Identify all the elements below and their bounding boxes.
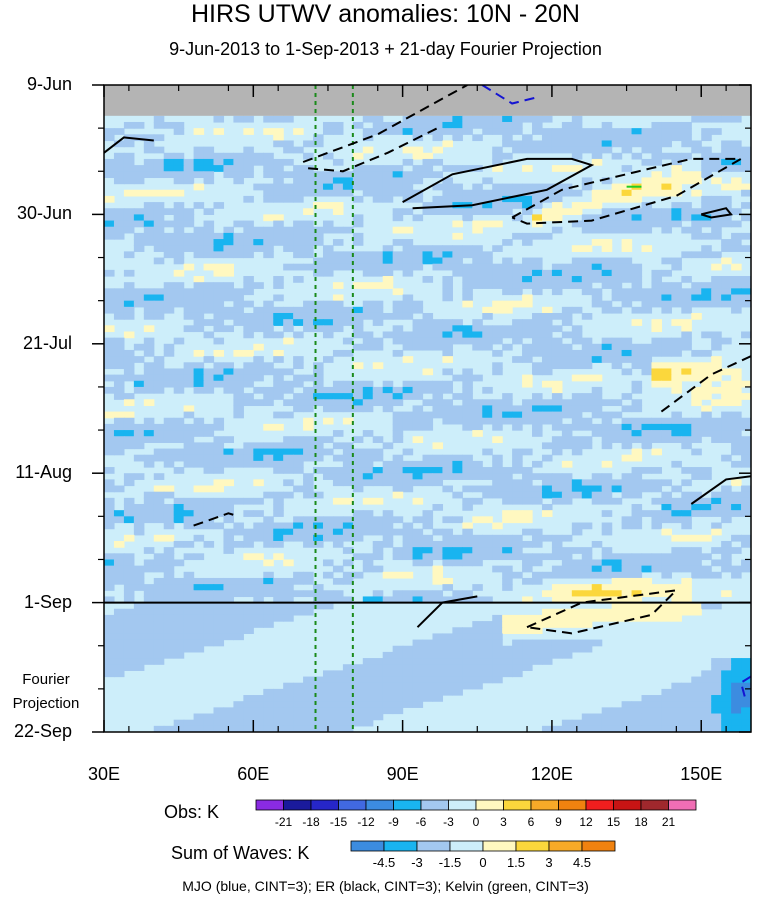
contour-er-positive <box>700 207 733 219</box>
obs-legend-swatch <box>420 799 449 811</box>
obs-legend-tick-label: -18 <box>302 815 320 829</box>
obs-legend-swatch <box>338 799 367 811</box>
waves-legend-tick-label: 3 <box>545 855 552 870</box>
obs-legend-swatch <box>613 799 642 811</box>
obs-legend-tick-label: 3 <box>500 815 507 829</box>
waves-legend-tick-label: 0 <box>479 855 486 870</box>
obs-legend-tick-label: 18 <box>634 815 648 829</box>
x-tick-label: 30E <box>87 764 121 784</box>
contour-er-negative <box>308 127 438 173</box>
fourier-projection-label: Fourier Projection <box>12 671 80 712</box>
obs-legend-tick-label: 6 <box>528 815 535 829</box>
waves-legend-swatch <box>416 840 451 852</box>
waves-legend-swatch <box>482 840 517 852</box>
waves-legend-swatch <box>581 840 616 852</box>
obs-legend-swatch <box>393 799 422 811</box>
contour-er-negative <box>302 85 468 163</box>
obs-legend-swatch <box>585 799 614 811</box>
axes: -21 -18 -15 -12 -9 -6 -3 0 3 6 9 12 15 18 21 -4.5 -3 -1.5… <box>92 84 752 870</box>
contour-er-positive <box>402 157 595 210</box>
obs-legend-tick-label: -9 <box>388 815 399 829</box>
obs-legend-swatch <box>475 799 504 811</box>
obs-legend-swatch <box>448 799 477 811</box>
obs-legend-swatch <box>255 799 284 811</box>
contour-er-negative <box>511 157 745 225</box>
waves-legend-tick-label: -4.5 <box>373 855 395 870</box>
wave-contours <box>104 85 751 732</box>
obs-legend-swatch <box>558 799 587 811</box>
waves-legend-swatch <box>548 840 583 852</box>
waves-legend-tick-label: 4.5 <box>573 855 591 870</box>
obs-legend-tick-label: 21 <box>662 815 676 829</box>
obs-legend-label: Obs: K <box>164 802 220 822</box>
obs-legend-tick-label: 12 <box>579 815 593 829</box>
contour-mjo-negative <box>739 675 751 702</box>
obs-legend-swatch <box>530 799 559 811</box>
waves-legend-label: Sum of Waves: K <box>171 843 310 863</box>
obs-legend-swatch <box>640 799 669 811</box>
obs-legend-swatch <box>310 799 339 811</box>
y-tick-label: 1-Sep <box>23 591 72 612</box>
obs-legend-tick-label: -21 <box>275 815 293 829</box>
chart-subtitle: 9-Jun-2013 to 1-Sep-2013 + 21-day Fourie… <box>169 39 602 59</box>
obs-legend-tick-label: 9 <box>555 815 562 829</box>
y-tick-label: 21-Jul <box>22 332 72 353</box>
waves-legend-tick-label: 1.5 <box>507 855 525 870</box>
obs-legend-swatch <box>503 799 532 811</box>
obs-legend-tick-label: -6 <box>416 815 427 829</box>
obs-legend-swatch <box>365 799 394 811</box>
contour-mjo-negative <box>481 85 538 105</box>
contour-er-negative <box>193 512 239 527</box>
y-tick-label: 22-Sep <box>13 721 72 741</box>
waves-legend-swatch <box>350 840 385 852</box>
chart-title: HIRS UTWV anomalies: 10N - 20N <box>190 0 580 28</box>
obs-legend-tick-label: -12 <box>357 815 375 829</box>
obs-legend-tick-label: 0 <box>473 815 480 829</box>
obs-legend-tick-label: -3 <box>443 815 454 829</box>
x-tick-label: 90E <box>386 764 419 784</box>
contour-er-positive <box>690 475 751 505</box>
contour-er-negative <box>526 588 680 635</box>
waves-legend-swatch <box>515 840 550 852</box>
y-tick-label: 9-Jun <box>26 74 72 94</box>
obs-legend-tick-label: 15 <box>607 815 621 829</box>
x-tick-label: 150E <box>680 764 723 784</box>
contour-er-negative <box>660 355 751 413</box>
waves-legend-tick-label: -1.5 <box>439 855 461 870</box>
obs-legend-swatch <box>668 799 697 811</box>
waves-legend-swatch <box>449 840 484 852</box>
waves-legend-swatch <box>383 840 418 852</box>
obs-legend-tick-label: -15 <box>330 815 348 829</box>
y-tick-label: 11-Aug <box>15 462 72 483</box>
x-tick-label: 60E <box>237 764 270 784</box>
anomaly-field <box>104 85 751 732</box>
x-tick-label: 120E <box>530 764 573 784</box>
obs-legend-swatch <box>283 799 312 811</box>
contour-er-positive <box>104 136 154 154</box>
y-tick-label: 30-Jun <box>16 203 72 224</box>
waves-legend-tick-label: -3 <box>411 855 423 870</box>
legend-footer: MJO (blue, CINT=3); ER (black, CINT=3); … <box>182 878 589 894</box>
